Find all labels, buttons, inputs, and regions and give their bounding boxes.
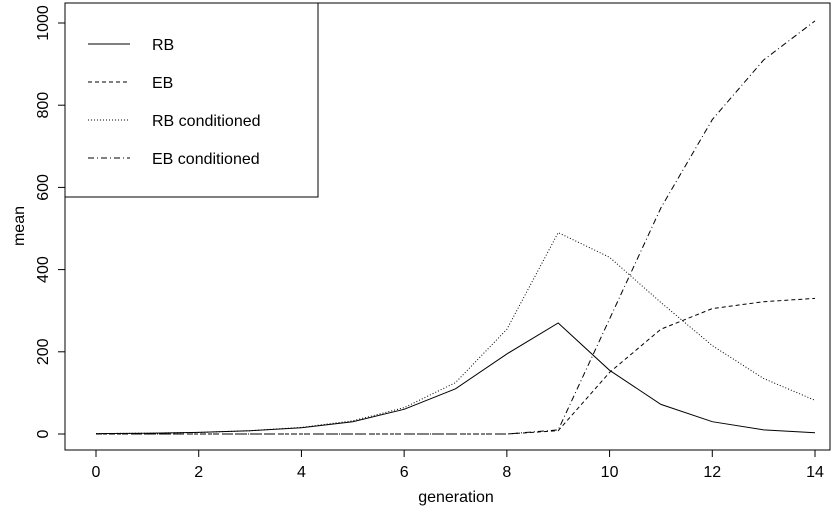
y-tick-label: 1000 [35,5,52,41]
series-layer [95,20,816,435]
y-axis: 0 200 400 600 800 1000 [35,5,66,438]
x-axis: 0 2 4 6 8 10 12 14 [92,449,824,481]
legend-label: RB [152,37,174,54]
series-line-eb-conditioned [96,20,816,435]
y-tick-label: 800 [35,92,52,119]
legend-label: EB [152,75,173,92]
x-tick-label: 10 [601,464,619,481]
legend-label: EB conditioned [152,151,260,168]
x-tick-label: 6 [400,464,409,481]
x-tick-label: 4 [297,464,306,481]
x-tick-label: 8 [502,464,511,481]
legend-box [64,2,319,198]
legend: RB EB RB conditioned EB conditioned [64,2,319,198]
series-line-rb [95,322,816,435]
series-line-eb [96,297,816,435]
x-tick-label: 14 [806,464,824,481]
legend-label: RB conditioned [152,113,261,130]
y-tick-label: 600 [35,174,52,201]
series-line-rb-conditioned [95,231,816,435]
x-tick-label: 2 [194,464,203,481]
y-axis-label: mean [11,206,28,246]
y-tick-label: 0 [35,429,52,438]
y-tick-label: 200 [35,338,52,365]
y-tick-label: 400 [35,256,52,283]
x-tick-label: 12 [703,464,721,481]
x-axis-label: generation [418,489,494,506]
x-tick-label: 0 [92,464,101,481]
